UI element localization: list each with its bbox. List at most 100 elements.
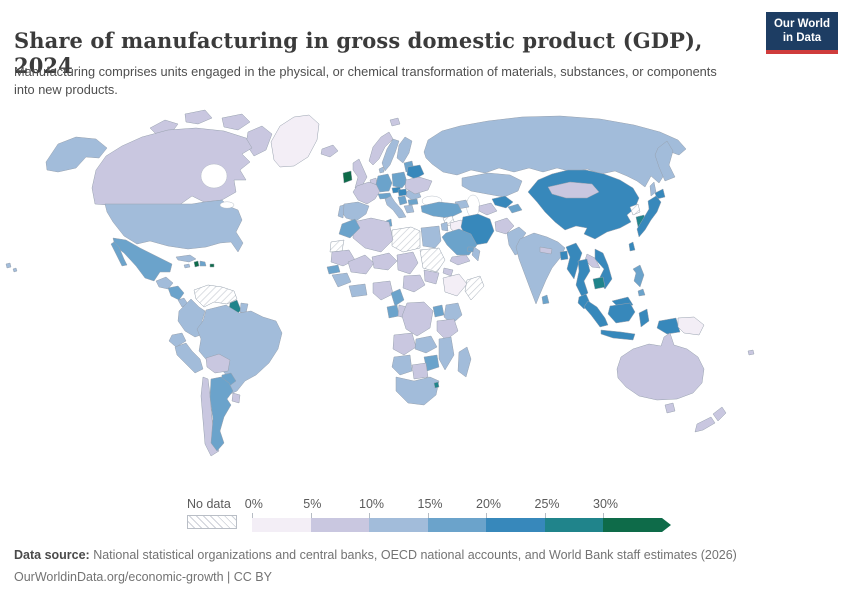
sri-lanka[interactable]	[541, 294, 550, 305]
legend-segment-30%+[interactable]	[603, 518, 662, 532]
dominican-republic[interactable]	[199, 260, 207, 267]
sudan[interactable]	[419, 247, 446, 273]
sulawesi[interactable]	[638, 308, 650, 328]
thailand[interactable]	[575, 258, 591, 298]
baffin-island[interactable]	[245, 125, 273, 157]
eritrea[interactable]	[442, 267, 454, 277]
central-african-republic[interactable]	[402, 274, 426, 293]
legend-segment-20-25%[interactable]	[486, 518, 545, 532]
niger[interactable]	[371, 252, 398, 271]
legend-segment-15-20%[interactable]	[427, 518, 486, 532]
namibia[interactable]	[391, 354, 413, 376]
italy[interactable]	[384, 195, 407, 219]
turkey[interactable]	[420, 201, 463, 219]
ukraine[interactable]	[404, 176, 433, 195]
botswana[interactable]	[411, 362, 429, 380]
south-africa[interactable]	[395, 376, 440, 406]
legend-segment-5-10%[interactable]	[310, 518, 369, 532]
west-papua[interactable]	[656, 317, 681, 335]
russia[interactable]	[423, 115, 687, 188]
baja-california[interactable]	[110, 241, 128, 267]
kyrgyzstan-tajikistan[interactable]	[507, 203, 523, 214]
afghanistan[interactable]	[494, 217, 515, 235]
alaska[interactable]	[45, 136, 108, 173]
libya[interactable]	[391, 226, 421, 253]
papua-new-guinea[interactable]	[677, 316, 705, 336]
greenland[interactable]	[270, 114, 320, 168]
uzbekistan[interactable]	[491, 195, 514, 209]
legend-segment-25-30%[interactable]	[544, 518, 603, 532]
no-data-swatch[interactable]	[187, 515, 237, 529]
haiti[interactable]	[193, 260, 200, 268]
denmark[interactable]	[378, 166, 385, 174]
oman[interactable]	[471, 246, 481, 262]
eswatini[interactable]	[433, 381, 440, 389]
java[interactable]	[600, 329, 636, 341]
guatemala[interactable]	[155, 276, 174, 290]
spain[interactable]	[340, 201, 370, 222]
honduras-nicaragua[interactable]	[167, 285, 185, 301]
mali[interactable]	[347, 254, 375, 275]
kenya[interactable]	[443, 302, 463, 325]
mozambique[interactable]	[438, 336, 455, 371]
balkans[interactable]	[397, 195, 408, 206]
china[interactable]	[527, 169, 640, 240]
dr-congo[interactable]	[401, 301, 434, 337]
western-sahara[interactable]	[329, 239, 345, 253]
hawaii[interactable]	[5, 262, 12, 269]
mexico[interactable]	[112, 237, 173, 282]
sumatra[interactable]	[583, 300, 609, 328]
owid-logo[interactable]: Our World in Data	[766, 12, 838, 54]
owid-link[interactable]: OurWorldinData.org/economic-growth	[14, 569, 224, 584]
bulgaria[interactable]	[407, 198, 419, 206]
finland[interactable]	[396, 136, 413, 164]
cuba[interactable]	[175, 254, 197, 263]
tanzania[interactable]	[436, 318, 459, 341]
philippines[interactable]	[632, 264, 645, 288]
uganda[interactable]	[432, 304, 445, 318]
japan[interactable]	[636, 195, 662, 238]
new-zealand-south[interactable]	[694, 416, 716, 433]
north-korea[interactable]	[629, 203, 641, 216]
chad[interactable]	[396, 251, 419, 275]
poland[interactable]	[391, 171, 408, 189]
uruguay[interactable]	[231, 392, 241, 404]
sweden[interactable]	[381, 138, 400, 172]
madagascar[interactable]	[457, 346, 472, 378]
new-zealand-north[interactable]	[712, 406, 727, 422]
bolivia[interactable]	[205, 353, 231, 374]
puerto-rico[interactable]	[209, 263, 215, 268]
kamchatka[interactable]	[654, 140, 676, 182]
egypt[interactable]	[420, 225, 442, 249]
jamaica[interactable]	[183, 263, 191, 269]
india[interactable]	[515, 232, 566, 305]
canada[interactable]	[91, 127, 253, 209]
greece[interactable]	[403, 204, 415, 214]
canadian-arctic[interactable]	[221, 113, 251, 131]
venezuela[interactable]	[193, 284, 238, 308]
zambia[interactable]	[414, 335, 438, 354]
guinea-region[interactable]	[331, 272, 352, 288]
germany[interactable]	[375, 173, 393, 193]
argentina[interactable]	[209, 376, 234, 452]
south-sudan[interactable]	[423, 269, 440, 285]
belarus[interactable]	[406, 164, 425, 180]
cambodia[interactable]	[592, 276, 606, 290]
chile[interactable]	[200, 376, 220, 457]
australia[interactable]	[616, 332, 705, 401]
legend-color-bar[interactable]	[252, 518, 671, 532]
legend-segment-10-15%[interactable]	[369, 518, 428, 532]
yemen[interactable]	[449, 254, 471, 266]
laos[interactable]	[584, 253, 601, 269]
ivory-coast-ghana[interactable]	[348, 283, 368, 298]
gabon[interactable]	[386, 304, 400, 319]
svalbard[interactable]	[389, 117, 401, 127]
mongolia[interactable]	[547, 181, 600, 199]
taiwan[interactable]	[628, 241, 636, 252]
myanmar[interactable]	[565, 242, 583, 280]
cameroon[interactable]	[390, 288, 405, 307]
france[interactable]	[352, 181, 381, 205]
mindanao[interactable]	[637, 288, 646, 297]
borneo[interactable]	[607, 302, 636, 324]
morocco[interactable]	[338, 218, 361, 239]
